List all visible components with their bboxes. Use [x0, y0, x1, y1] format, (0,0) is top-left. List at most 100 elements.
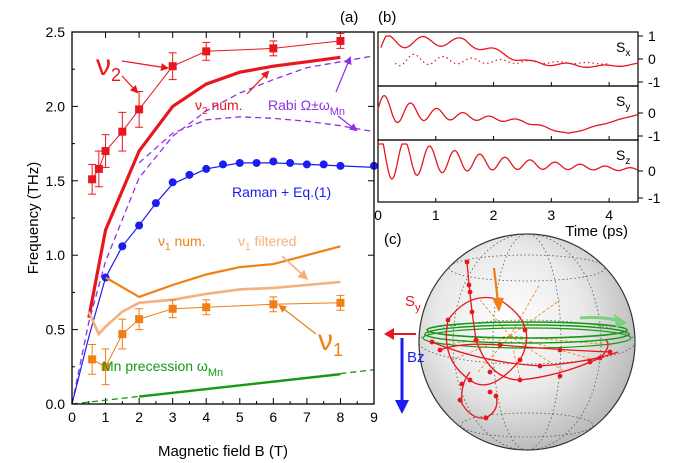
raman-data-point [286, 158, 295, 167]
x-tick-label: 8 [337, 409, 345, 425]
nu1-label: ν1 [318, 324, 343, 360]
x-tick-label: 2 [135, 409, 143, 425]
y-tick-label: 0.5 [46, 322, 66, 338]
trajectory-point [487, 369, 493, 375]
trajectory-point [467, 289, 473, 295]
panel-a-frame [71, 31, 375, 405]
trajectory-point [522, 327, 528, 333]
mn-precession-label: Mn precession ωMn [102, 358, 223, 379]
panel-c-label: (c) [384, 231, 402, 248]
b-x-tick-label: 2 [490, 207, 498, 223]
y-tick-label: 1.5 [46, 173, 66, 189]
nu2-num-arrow [246, 70, 270, 95]
rabi-arrow-down [337, 115, 358, 132]
panel-b-ticks: 0 1 2 3 4 1 0 -1 0 -1 0 -1 [374, 28, 661, 223]
trajectory-point [557, 373, 563, 379]
nu1-num-label: ν1 num. [158, 233, 206, 253]
trajectory-point [464, 259, 470, 265]
trajectory-point [517, 357, 523, 363]
nu2-data-point [94, 164, 103, 173]
b-y-tick-label: -1 [648, 190, 661, 206]
nu1-data-point [269, 300, 278, 309]
trajectory-point [429, 339, 435, 345]
nu2-label: ν2 [96, 49, 121, 85]
b-y-tick-label: 0 [648, 163, 656, 179]
sy-label: Sy [616, 93, 630, 113]
green-precession-ring-3 [422, 327, 632, 349]
raman-data-point [219, 160, 227, 169]
sphere-meridian-2 [452, 233, 602, 451]
nu1-data-point [202, 303, 211, 312]
b-y-tick-label: 1 [648, 28, 656, 44]
panel-b-xlabel: Time (ps) [565, 223, 628, 240]
x-tick-label: 0 [68, 409, 76, 425]
x-tick-label: 1 [102, 409, 110, 425]
trajectory-point [557, 347, 563, 353]
b-y-tick-label: -1 [648, 74, 661, 90]
panel-b-chart: (b) 0 1 2 3 4 1 0 -1 0 -1 0 -1 Sx Sy Sz Time (ps) [374, 9, 661, 240]
x-tick-label: 4 [202, 409, 210, 425]
panel-c-bloch-sphere: (c) [384, 231, 636, 451]
nu2-arrow-1 [121, 60, 169, 72]
sy-trace [377, 95, 639, 134]
nu1-data-point [88, 355, 97, 364]
raman-label: Raman + Eq.(1) [232, 184, 331, 200]
trajectory-point [459, 381, 465, 387]
sz-trace [378, 143, 639, 180]
nu1-filtered-label: ν1 filtered [238, 233, 296, 253]
trajectory-point [517, 377, 523, 383]
nu2-data-point [135, 105, 144, 114]
raman-data-point [269, 157, 278, 166]
nu1-num-line [105, 245, 341, 299]
trajectory-point [457, 397, 463, 403]
y-tick-label: 0.0 [46, 396, 66, 412]
nu2-arrow-2 [121, 75, 139, 94]
b-y-tick-label: -1 [648, 128, 661, 144]
raman-data-point [168, 178, 177, 187]
panel-a-ylabel: Frequency (THz) [25, 162, 42, 275]
panel-a-label: (a) [340, 9, 358, 26]
rabi-arrow-up [335, 56, 352, 93]
trajectory-point [469, 309, 475, 315]
trajectory-point [483, 415, 489, 421]
sphere-equator [418, 319, 636, 365]
nu2-num-line [87, 55, 341, 319]
nu2-data-point [336, 36, 345, 45]
nu1-data-point [135, 315, 144, 324]
trajectory-point [487, 389, 493, 395]
x-tick-label: 6 [269, 409, 277, 425]
nu1-data-point [336, 298, 345, 307]
b-y-tick-label: 0 [648, 51, 656, 67]
sphere-latitude-low [460, 412, 594, 438]
sz-label: Sz [616, 147, 630, 167]
nu2-data-point [168, 62, 177, 71]
y-tick-label: 1.0 [46, 247, 66, 263]
y-tick-label: 2.0 [46, 98, 66, 114]
x-tick-label: 5 [236, 409, 244, 425]
b-x-tick-label: 1 [432, 207, 440, 223]
sy-arrowhead [384, 328, 394, 340]
nu1-arrow [278, 304, 317, 335]
mn-line-line [138, 373, 341, 398]
trajectory-point [607, 349, 613, 355]
trajectory-point [497, 342, 503, 348]
nu1-data-point [101, 362, 110, 371]
nu1-data-point [118, 330, 127, 339]
y-tick-label: 2.5 [46, 24, 66, 40]
green-precession-arrowhead [614, 314, 628, 328]
trajectory-point [587, 359, 593, 365]
raman-data-point [319, 160, 328, 169]
nu1-data-connector [91, 302, 341, 368]
red-trajectory-points [429, 259, 613, 421]
sphere-latitude-high [448, 254, 606, 282]
orange-initial-spin-arrowhead [492, 298, 504, 312]
trajectory-point [437, 347, 443, 353]
panel-b-subplot-sz [377, 139, 639, 203]
nu2-data-point [118, 127, 127, 136]
nu2-data-point [202, 47, 211, 56]
nu1-filtered-arrow [281, 255, 309, 281]
x-tick-label: 7 [303, 409, 311, 425]
bz-label: Bz [407, 349, 425, 366]
panel-a-series [71, 32, 378, 405]
trajectory-point [537, 363, 543, 369]
